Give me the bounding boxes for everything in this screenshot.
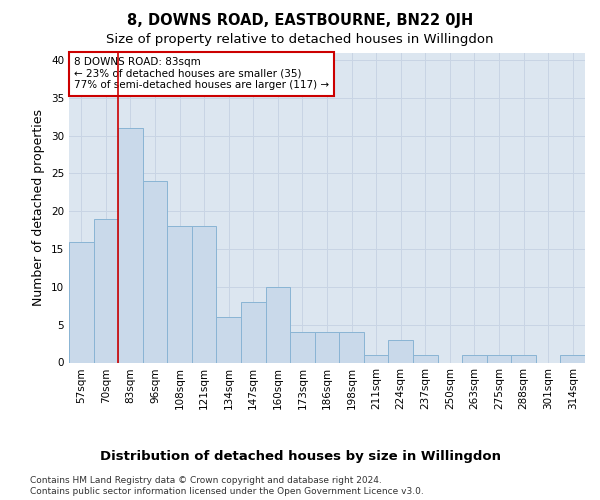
Bar [192, 226, 217, 362]
Text: 8, DOWNS ROAD, EASTBOURNE, BN22 0JH: 8, DOWNS ROAD, EASTBOURNE, BN22 0JH [127, 12, 473, 28]
Bar [290, 332, 315, 362]
Bar [487, 355, 511, 362]
Bar [167, 226, 192, 362]
Y-axis label: Number of detached properties: Number of detached properties [32, 109, 46, 306]
Bar [315, 332, 339, 362]
Bar [143, 181, 167, 362]
Text: Distribution of detached houses by size in Willingdon: Distribution of detached houses by size … [100, 450, 500, 463]
Bar [560, 355, 585, 362]
Text: Size of property relative to detached houses in Willingdon: Size of property relative to detached ho… [106, 32, 494, 46]
Bar [266, 287, 290, 362]
Bar [413, 355, 437, 362]
Bar [511, 355, 536, 362]
Bar [94, 219, 118, 362]
Text: 8 DOWNS ROAD: 83sqm
← 23% of detached houses are smaller (35)
77% of semi-detach: 8 DOWNS ROAD: 83sqm ← 23% of detached ho… [74, 57, 329, 90]
Bar [462, 355, 487, 362]
Bar [339, 332, 364, 362]
Bar [69, 242, 94, 362]
Bar [388, 340, 413, 362]
Bar [217, 317, 241, 362]
Bar [118, 128, 143, 362]
Bar [364, 355, 388, 362]
Text: Contains HM Land Registry data © Crown copyright and database right 2024.: Contains HM Land Registry data © Crown c… [30, 476, 382, 485]
Bar [241, 302, 266, 362]
Text: Contains public sector information licensed under the Open Government Licence v3: Contains public sector information licen… [30, 488, 424, 496]
